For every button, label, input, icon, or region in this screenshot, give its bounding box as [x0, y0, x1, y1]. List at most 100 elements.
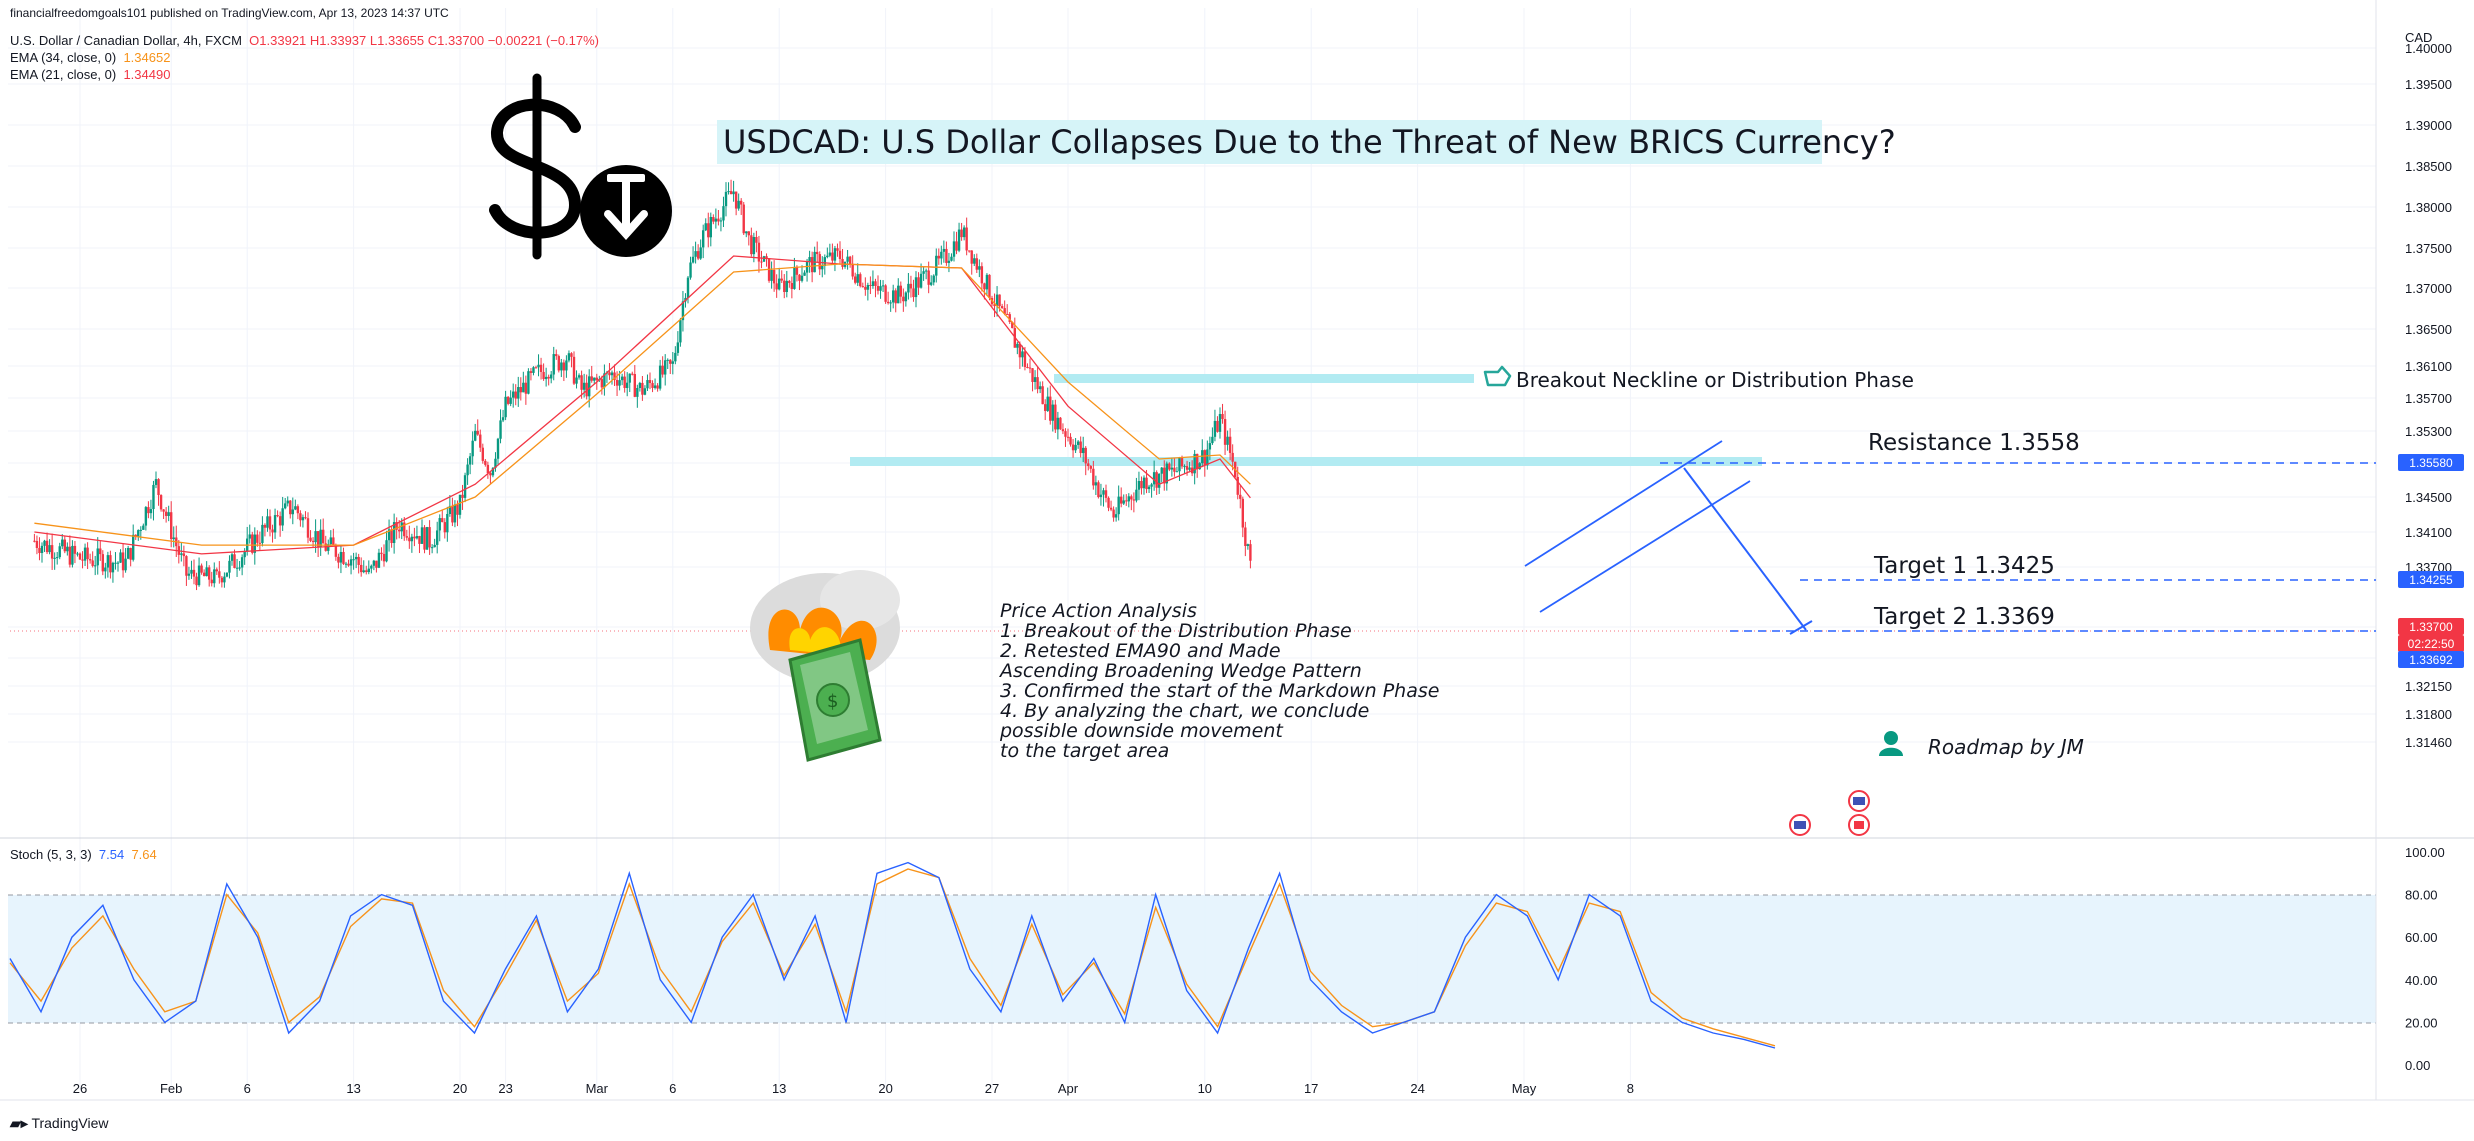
candle-body — [1079, 441, 1082, 454]
candle-body — [879, 286, 882, 291]
candle-body — [172, 537, 175, 540]
candle-body — [99, 548, 102, 555]
symbol-legend[interactable]: U.S. Dollar / Canadian Dollar, 4h, FXCM … — [10, 33, 599, 48]
candle-body — [1064, 431, 1067, 437]
candle-body — [555, 354, 558, 357]
candle-body — [370, 565, 373, 569]
candle-body — [1150, 484, 1153, 487]
candle-body — [775, 283, 778, 290]
candle-body — [1016, 343, 1019, 348]
candle-body — [1155, 472, 1158, 488]
candle-body — [390, 529, 393, 544]
candle-body — [157, 479, 160, 496]
publisher-info: financialfreedomgoals101 published on Tr… — [10, 6, 449, 20]
candle-body — [527, 371, 530, 394]
candle-body — [230, 554, 234, 561]
candle-body — [506, 396, 510, 404]
candle-body — [932, 275, 935, 283]
candle-body — [1008, 314, 1011, 323]
candle-body — [1206, 449, 1209, 466]
candle-body — [631, 373, 634, 375]
candle-body — [864, 286, 867, 290]
candle-body — [517, 387, 520, 399]
candle-body — [899, 285, 902, 297]
candle-body — [800, 275, 804, 281]
candle-body — [585, 382, 588, 397]
ema34-legend[interactable]: EMA (34, close, 0) 1.34652 — [10, 50, 170, 65]
candle-body — [48, 545, 51, 553]
candle-body — [666, 359, 669, 361]
candle-body — [1198, 463, 1201, 470]
candle-body — [927, 270, 930, 285]
price-tick: 1.37500 — [2405, 241, 2452, 256]
candle-body — [679, 320, 682, 343]
candle-body — [1158, 473, 1161, 488]
candle-body — [1028, 367, 1032, 369]
candle-body — [973, 258, 976, 264]
candle-body — [301, 517, 305, 521]
candle-body — [367, 568, 370, 573]
candle-body — [410, 536, 414, 542]
candle-body — [950, 256, 953, 261]
candle-body — [539, 364, 543, 372]
stoch-legend[interactable]: Stoch (5, 3, 3) 7.54 7.64 — [10, 847, 157, 862]
time-tick: 20 — [878, 1081, 892, 1096]
candle-body — [550, 374, 553, 379]
candle-body — [281, 508, 284, 526]
candle-body — [851, 264, 854, 277]
ema34-legend-label: EMA (34, close, 0) — [10, 50, 117, 65]
candle-body — [489, 473, 492, 476]
neckline-zone — [1054, 374, 1474, 383]
candle-body — [106, 555, 110, 568]
price-tag-target1 — [2398, 571, 2464, 588]
candle-body — [907, 283, 910, 293]
candle-body — [1160, 467, 1163, 474]
candle-body — [838, 250, 842, 259]
time-axis[interactable]: 26 Feb 6 13 20 23 Mar 6 13 20 27 Apr 10 17 24 May 8 — [73, 1081, 1634, 1096]
candle-body — [924, 270, 928, 272]
candle-body — [818, 254, 821, 270]
candle-body — [235, 567, 239, 569]
candle-body — [149, 509, 153, 514]
candle-body — [570, 353, 573, 357]
candle-body — [258, 542, 262, 544]
candle-body — [1135, 489, 1138, 501]
candle-body — [484, 460, 487, 465]
candle-body — [1142, 477, 1146, 489]
candle-body — [441, 518, 444, 523]
candle-body — [618, 380, 621, 386]
candle-body — [1246, 544, 1250, 547]
candle-body — [476, 430, 479, 435]
candle-body — [45, 540, 49, 553]
price-tag-text: 1.34255 — [2409, 573, 2453, 587]
candle-body — [413, 536, 416, 539]
candle-body — [1180, 457, 1184, 467]
candle-body — [33, 540, 36, 542]
candle-body — [1168, 463, 1171, 470]
candle-body — [537, 364, 540, 368]
candle-body — [788, 280, 791, 284]
candle-body — [702, 230, 705, 248]
candle-body — [40, 545, 44, 554]
candle-body — [109, 555, 112, 573]
projection-arrowhead — [1789, 620, 1813, 635]
candle-body — [945, 248, 948, 263]
tradingview-logo[interactable]: ▰▸ TradingView — [10, 1115, 108, 1132]
candle-body — [828, 252, 832, 256]
candle-body — [1026, 366, 1029, 368]
candle-body — [544, 376, 548, 380]
ema21-legend[interactable]: EMA (21, close, 0) 1.34490 — [10, 67, 170, 82]
price-tag-last — [2398, 618, 2464, 635]
candle-body — [1163, 467, 1166, 484]
candle-body — [311, 540, 315, 543]
candle-body — [306, 518, 310, 538]
candle-body — [278, 516, 282, 526]
candle-body — [243, 550, 246, 558]
candles — [33, 179, 1252, 591]
candle-body — [1140, 480, 1143, 489]
candle-body — [952, 241, 956, 257]
event-flags[interactable] — [1789, 790, 1870, 836]
candle-body — [1097, 482, 1100, 498]
candle-body — [61, 539, 64, 547]
